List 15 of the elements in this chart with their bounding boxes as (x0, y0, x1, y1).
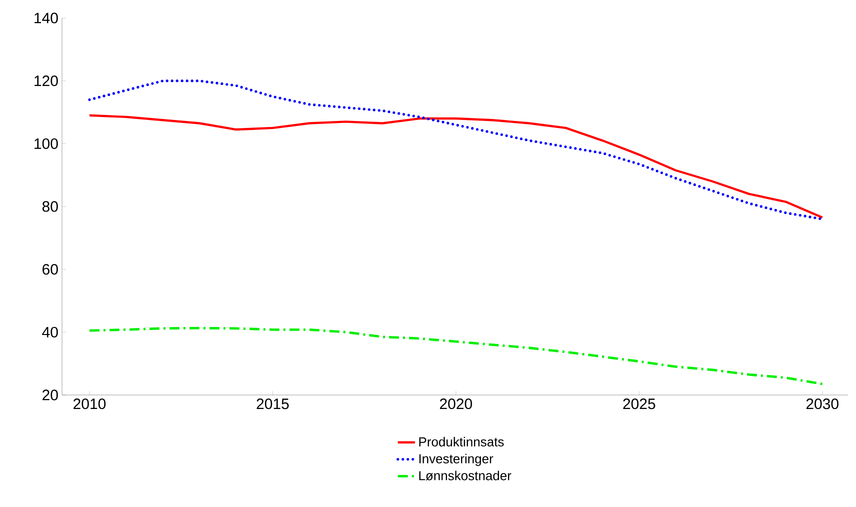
y-tick-label: 100 (34, 138, 58, 149)
y-tick-label: 140 (34, 12, 58, 24)
y-tick-label: 120 (34, 76, 58, 86)
legend-label: Investeringer (419, 454, 494, 466)
y-tick-label: 20 (42, 390, 58, 400)
x-tick-label: 2015 (256, 398, 289, 410)
y-tick-label: 60 (42, 264, 58, 275)
legend-label: Produktinnsats (419, 436, 504, 446)
legend-label: Lønnskostnader (419, 470, 512, 480)
x-tick-label: 2020 (440, 398, 472, 410)
y-tick-label: 80 (42, 201, 58, 212)
x-tick-label: 2030 (806, 398, 838, 410)
x-tick-label: 2010 (74, 398, 106, 410)
x-tick-label: 2025 (623, 398, 656, 410)
y-tick-label: 40 (42, 326, 58, 338)
